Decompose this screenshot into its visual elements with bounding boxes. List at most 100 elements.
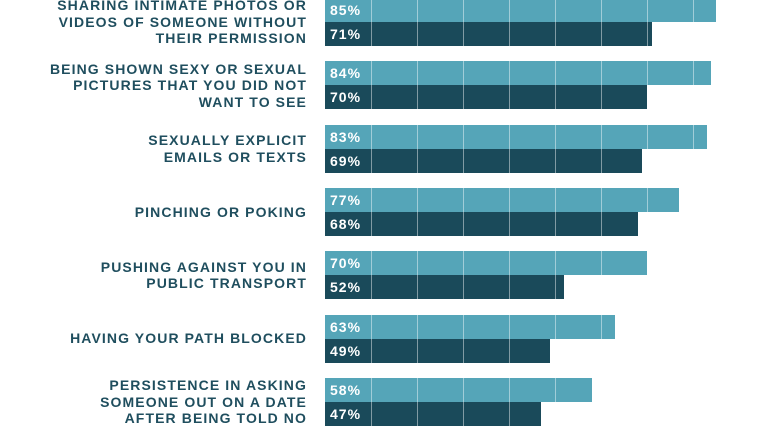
bar-gridline (417, 61, 418, 86)
bar-gridline (509, 85, 510, 110)
category-label-line: PINCHING OR POKING (134, 203, 307, 220)
bar-gridline (417, 211, 418, 236)
bar-gridline (555, 377, 556, 402)
category-label-line: PICTURES THAT YOU DID NOT (73, 77, 307, 94)
category-label-line: SHARING INTIMATE PHOTOS OR (57, 0, 307, 14)
bar-gridline (509, 22, 510, 46)
bar-value-label: 52% (330, 279, 362, 296)
bar-gridline (463, 251, 464, 276)
bar-gridline (509, 275, 510, 300)
category-label-line: PUSHING AGAINST YOU IN (100, 258, 307, 275)
bar-gridline (371, 148, 372, 173)
bar-gridline (463, 377, 464, 402)
bar-gridline (417, 275, 418, 300)
bar-gridline (417, 124, 418, 149)
bar-series-2 (325, 275, 565, 300)
bar-gridline (509, 124, 510, 149)
category-label-line: WANT TO SEE (198, 93, 307, 110)
bar-gridline (509, 211, 510, 236)
bar-gridline (601, 124, 602, 149)
bar-gridline (463, 148, 464, 173)
bar-gridline (417, 148, 418, 173)
bar-value-label: 63% (330, 318, 362, 335)
bar-gridline (693, 124, 694, 149)
category-label: SEXUALLY EXPLICIT EMAILS OR TEXTS (20, 132, 307, 165)
bar-value-label: 70% (330, 255, 362, 272)
bar-gridline (463, 124, 464, 149)
bar-series-1 (325, 0, 716, 22)
bar-value-label: 69% (330, 152, 362, 169)
bar-gridline (555, 85, 556, 110)
bar-gridline (371, 211, 372, 236)
bar-gridline (555, 0, 556, 22)
bar-gridline (463, 314, 464, 339)
category-label-line: BEING SHOWN SEXY OR SEXUAL (49, 60, 307, 77)
bar-gridline (509, 251, 510, 276)
bar-value-label: 68% (330, 215, 362, 232)
bar-series-1 (325, 314, 615, 339)
bar-gridline (417, 187, 418, 212)
bar-gridline (417, 0, 418, 22)
category-label-line: HAVING YOUR PATH BLOCKED (70, 330, 307, 347)
bar-series-2 (325, 401, 542, 426)
category-label: HAVING YOUR PATH BLOCKED (20, 330, 307, 347)
bar-gridline (417, 251, 418, 276)
bar-gridline (371, 314, 372, 339)
bar-value-label: 49% (330, 342, 362, 359)
bar-gridline (601, 251, 602, 276)
bar-gridline (601, 187, 602, 212)
category-label-line: AFTER BEING TOLD NO (124, 410, 307, 427)
bar-gridline (371, 187, 372, 212)
bar-gridline (417, 85, 418, 110)
bar-gridline (371, 61, 372, 86)
bar-gridline (417, 377, 418, 402)
bar-gridline (417, 314, 418, 339)
bar-series-1 (325, 251, 647, 276)
bar-value-label: 58% (330, 381, 362, 398)
bar-gridline (371, 124, 372, 149)
category-label: BEING SHOWN SEXY OR SEXUAL PICTURES THAT … (20, 61, 307, 111)
bar-value-label: 70% (330, 89, 362, 106)
bar-gridline (509, 314, 510, 339)
bar-gridline (371, 85, 372, 110)
bar-gridline (463, 401, 464, 426)
bar-gridline (463, 61, 464, 86)
bar-gridline (463, 211, 464, 236)
bar-gridline (693, 61, 694, 86)
bar-gridline (371, 338, 372, 363)
bar-gridline (601, 61, 602, 86)
bar-gridline (647, 0, 648, 22)
bar-gridline (509, 377, 510, 402)
bar-series-2 (325, 85, 647, 110)
bar-gridline (371, 275, 372, 300)
bar-gridline (509, 187, 510, 212)
category-label-line: VIDEOS OF SOMEONE WITHOUT (58, 13, 307, 30)
bar-value-label: 47% (330, 405, 362, 422)
bar-gridline (647, 187, 648, 212)
bar-series-2 (325, 211, 638, 236)
category-label: PERSISTENCE IN ASKING SOMEONE OUT ON A DA… (20, 377, 307, 427)
bar-gridline (647, 22, 648, 46)
bar-value-label: 85% (330, 2, 362, 18)
bar-gridline (463, 22, 464, 46)
bar-gridline (555, 124, 556, 149)
bar-gridline (601, 85, 602, 110)
bar-gridline (509, 401, 510, 426)
bar-value-label: 77% (330, 191, 362, 208)
bar-gridline (601, 22, 602, 46)
bar-series-1 (325, 61, 712, 86)
bar-gridline (555, 211, 556, 236)
bar-gridline (371, 401, 372, 426)
bar-gridline (371, 251, 372, 276)
bar-gridline (509, 148, 510, 173)
bar-gridline (555, 251, 556, 276)
category-label-line: SEXUALLY EXPLICIT (148, 132, 307, 149)
bar-gridline (371, 22, 372, 46)
bar-gridline (463, 187, 464, 212)
category-label-line: PERSISTENCE IN ASKING (109, 377, 307, 394)
bar-gridline (417, 22, 418, 46)
bar-gridline (555, 148, 556, 173)
bar-gridline (601, 148, 602, 173)
category-label-line: SOMEONE OUT ON A DATE (100, 393, 307, 410)
bar-gridline (693, 0, 694, 22)
